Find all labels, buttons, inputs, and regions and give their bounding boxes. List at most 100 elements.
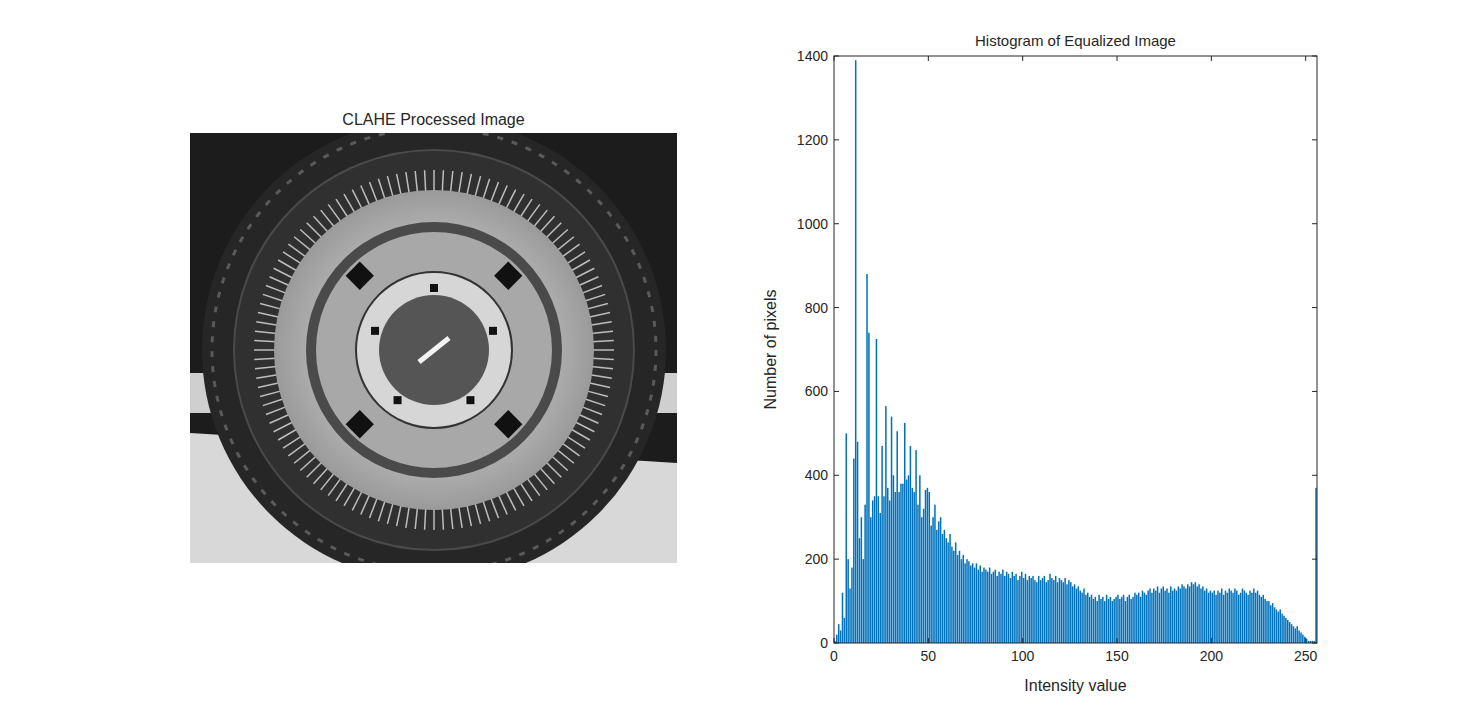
histogram-bar	[1219, 593, 1221, 643]
y-tick-label: 400	[805, 467, 829, 483]
histogram-bar	[1174, 588, 1176, 643]
tire-spike	[415, 171, 417, 193]
tire-spike	[491, 498, 499, 519]
histogram-bar	[1289, 622, 1291, 643]
histogram-bar	[1213, 591, 1215, 643]
x-tick	[1211, 638, 1212, 643]
histogram-bar	[1006, 572, 1008, 643]
tire-spike	[589, 383, 611, 388]
tire-spike	[415, 507, 417, 529]
histogram-bar	[1104, 601, 1106, 643]
histogram-bar	[1147, 591, 1149, 643]
tire-spike	[406, 506, 409, 528]
x-tick-top	[1117, 56, 1118, 61]
histogram-bar	[861, 517, 863, 643]
histogram-bar	[1012, 572, 1014, 643]
histogram-bar	[1172, 591, 1174, 643]
histogram-bar	[866, 274, 868, 643]
rim-inner	[306, 222, 562, 478]
histogram-bar	[1042, 578, 1044, 643]
y-tick-label: 200	[805, 551, 829, 567]
histogram-bar	[1079, 591, 1081, 643]
tire-spike	[591, 367, 613, 369]
histogram-bar	[1030, 578, 1032, 643]
histogram-bar	[1206, 588, 1208, 643]
histogram-bar	[1259, 595, 1261, 643]
tire-spike	[590, 375, 612, 378]
histogram-bar	[1296, 626, 1298, 643]
histogram-bar	[864, 505, 866, 643]
tire-spike	[321, 210, 335, 227]
histogram-bar	[1100, 599, 1102, 643]
histogram-bar	[1274, 607, 1276, 643]
histogram-bar	[923, 509, 925, 643]
y-tick-right	[1312, 307, 1317, 308]
tire-spike	[551, 230, 567, 245]
tire-spike	[562, 443, 580, 456]
histogram-bar	[885, 406, 887, 643]
histogram-bar	[1123, 595, 1125, 643]
histogram-bar	[1195, 582, 1197, 643]
histogram-bar	[881, 446, 883, 643]
x-tick	[1022, 638, 1023, 643]
tire-spike	[321, 473, 335, 490]
tire-spike	[256, 375, 278, 378]
tire-tread	[212, 133, 656, 563]
histogram-bar	[1008, 574, 1010, 643]
tire-spike	[425, 170, 426, 192]
histogram-bar	[896, 431, 898, 643]
histogram-bar	[1187, 584, 1189, 643]
histogram-bar	[974, 568, 976, 643]
tire-spike	[578, 414, 598, 423]
tire-spike	[592, 341, 614, 342]
histogram-bar	[944, 530, 946, 643]
tire-spike	[592, 358, 614, 359]
histogram-bar	[1291, 624, 1293, 643]
valve	[419, 338, 449, 362]
histogram-bar	[895, 492, 897, 643]
histogram-bar	[1170, 586, 1172, 643]
tire-spike	[498, 494, 507, 514]
tire-spike	[467, 174, 472, 196]
tire-spike	[263, 294, 284, 301]
tire-spike	[266, 285, 287, 293]
tire-spike	[592, 349, 614, 351]
y-tick-label: 1000	[797, 216, 828, 232]
histogram-bar	[846, 433, 848, 643]
tire-spike	[300, 230, 316, 245]
histogram-bar	[1306, 639, 1308, 643]
bars	[834, 60, 1317, 643]
tire-spike	[442, 170, 443, 192]
x-tick	[1305, 638, 1306, 643]
tire-spike	[254, 349, 276, 351]
histogram-bar	[912, 488, 914, 643]
histogram-bar	[1132, 597, 1134, 643]
histogram-bar	[908, 475, 910, 643]
tire-spike	[283, 252, 301, 264]
y-axis-label: Number of pixels	[762, 289, 779, 409]
tire-spike	[459, 172, 462, 194]
histogram-bar	[1229, 588, 1231, 643]
histogram-bar	[968, 561, 970, 643]
tire-spike	[369, 498, 377, 519]
histogram-bar	[1155, 591, 1157, 643]
image-title: CLAHE Processed Image	[342, 111, 524, 128]
histogram-bar	[966, 559, 968, 643]
histogram-bar	[1149, 588, 1151, 643]
tire-spike	[491, 182, 499, 203]
histogram-bar	[1081, 593, 1083, 643]
histogram-bar	[1236, 591, 1238, 643]
tire-spike	[582, 285, 603, 293]
histogram-bar	[1198, 584, 1200, 643]
histogram-bar	[1112, 601, 1114, 643]
histogram-bar	[847, 559, 849, 643]
tire-spike	[283, 436, 301, 448]
histogram-bar	[870, 517, 872, 643]
y-tick-label: 1400	[797, 48, 828, 64]
tire-spike	[567, 252, 585, 264]
tire-spike	[546, 462, 562, 478]
tire-spike	[584, 294, 605, 301]
histogram-bar	[979, 565, 981, 643]
y-tick-label: 1200	[797, 132, 828, 148]
x-tick-top	[928, 56, 929, 61]
